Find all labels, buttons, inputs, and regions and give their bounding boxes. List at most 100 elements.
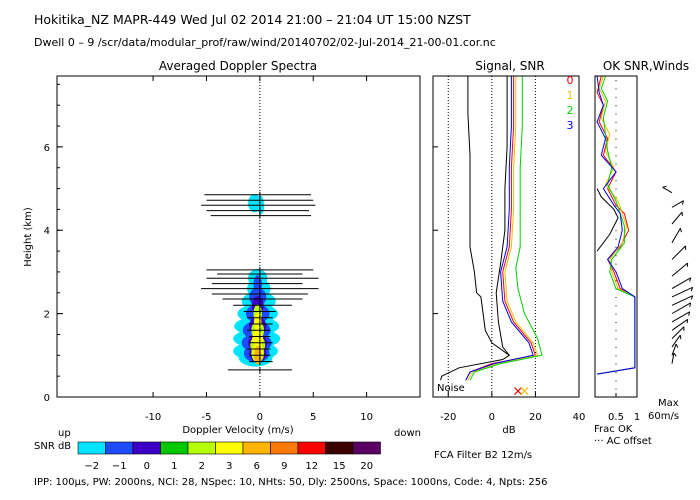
wind-barb-1	[671, 200, 684, 208]
signal-marker-0: ×	[512, 384, 524, 400]
spectra-xlabel: Doppler Velocity (m/s)	[182, 425, 293, 436]
colorbar-swatch-10	[352, 441, 381, 455]
colorbar-swatch-3	[160, 441, 189, 455]
spectra-xtick-label-1: -5	[201, 412, 211, 423]
colorbar-tick-label-6: 6	[254, 461, 260, 472]
spectra-down-label: down	[394, 428, 421, 439]
colorbar-swatch-6	[242, 441, 271, 455]
spectra-xtick-label-0: -10	[145, 412, 161, 423]
beam-label-0: 0	[567, 74, 574, 87]
colorbar-tick-label-10: 20	[360, 461, 373, 472]
wind-barb-0	[662, 186, 673, 194]
max-label: Max	[658, 398, 679, 409]
wind-barb-3	[671, 227, 681, 244]
spectra-blob-8	[248, 193, 261, 213]
wind-barb-11	[671, 318, 689, 331]
wind-barb-6	[671, 277, 691, 290]
wind-barb-9	[671, 302, 691, 315]
frac-ok-label: Frac OK	[594, 424, 633, 435]
wind-barb-head-15	[673, 352, 677, 357]
signal-xtick-label-0: -20	[440, 412, 456, 423]
spectra-frame	[56, 75, 421, 398]
wind-barb-head-9	[689, 302, 692, 307]
spectra-xtick-label-2: 0	[257, 412, 263, 423]
wind-barb-4	[671, 245, 686, 260]
spectra-title: Averaged Doppler Spectra	[159, 59, 317, 73]
wind-barb-head-6	[689, 277, 692, 282]
header-line-2: Dwell 0 – 9 /scr/data/modular_prof/raw/w…	[34, 36, 496, 49]
wind-barb-7	[671, 286, 693, 298]
spectra-xtick-label-4: 10	[360, 412, 373, 423]
colorbar-swatch-4	[187, 441, 216, 455]
signal-title: Signal, SNR	[475, 59, 544, 73]
beam-label-2: 2	[567, 104, 574, 117]
wind-barb-head-10	[688, 311, 691, 316]
wind-barb-head-0	[662, 185, 667, 188]
signal-frame	[432, 75, 580, 398]
wind-barb-14	[671, 343, 677, 356]
signal-series-0	[465, 76, 537, 381]
filter-label: FCA Filter B2 12m/s	[434, 450, 532, 461]
signal-xtick-label-1: 0	[489, 412, 495, 423]
signal-series-3	[465, 76, 534, 381]
spectra-up-label: up	[58, 428, 71, 439]
signal-xtick-label-2: 20	[529, 412, 542, 423]
colorbar-tick-label-4: 2	[199, 461, 205, 472]
ok-xtick-label-0: 0.5	[608, 412, 624, 423]
colorbar-swatch-1	[105, 441, 134, 455]
colorbar-tick-label-8: 12	[305, 461, 318, 472]
colorbar-tick-label-3: 1	[171, 461, 177, 472]
ok-title: OK SNR,Winds	[603, 59, 689, 73]
wind-barb-head-8	[690, 295, 694, 300]
footer-params: IPP: 100μs, PW: 2000ns, NCI: 28, NSpec: …	[34, 477, 547, 488]
wind-barb-head-13	[679, 335, 682, 340]
colorbar-swatch-2	[132, 441, 161, 455]
wind-barb-head-1	[681, 200, 684, 205]
colorbar-tick-label-1: −1	[112, 461, 127, 472]
wind-barb-13	[671, 334, 681, 348]
signal-series-black2	[495, 76, 510, 356]
colorbar-tick-label-7: 9	[281, 461, 287, 472]
ok-series-okfrac	[596, 188, 619, 252]
wind-barb-10	[671, 311, 690, 323]
signal-xlabel: dB	[502, 425, 515, 436]
beam-label-1: 1	[567, 89, 574, 102]
wind-barb-head-14	[675, 343, 679, 348]
wind-barb-2	[671, 211, 683, 225]
ac-offset-label: ··· AC offset	[594, 436, 652, 447]
colorbar-tick-label-2: 0	[144, 461, 150, 472]
colorbar-tick-label-0: −2	[84, 461, 99, 472]
colorbar-swatch-0	[77, 441, 106, 455]
wind-barb-5	[671, 262, 688, 277]
spectra-ytick-label-3: 6	[44, 143, 50, 154]
ok-series-beam1	[597, 75, 636, 375]
wind-barb-head-3	[679, 228, 682, 233]
spectra-ylabel: Height (km)	[23, 207, 34, 267]
colorbar-swatch-7	[270, 441, 299, 455]
header-line-1: Hokitika_NZ MAPR-449 Wed Jul 02 2014 21:…	[34, 12, 471, 27]
signal-series-2	[469, 76, 543, 381]
spectra-ytick-label-2: 4	[44, 226, 50, 237]
signal-marker-1: ×	[519, 384, 531, 400]
wind-barb-12	[671, 326, 685, 339]
spectra-ytick-label-1: 2	[44, 310, 50, 321]
max-value: 60m/s	[648, 411, 679, 422]
colorbar-label: SNR dB	[34, 441, 71, 452]
wind-barb-8	[671, 295, 693, 306]
colorbar-tick-label-5: 3	[226, 461, 232, 472]
colorbar-swatch-5	[215, 441, 244, 455]
spectra-ytick-label-0: 0	[44, 393, 50, 404]
ok-series-beam3	[596, 75, 636, 375]
ok-series-beam2	[597, 75, 636, 375]
signal-xtick-label-3: 40	[573, 412, 586, 423]
spectra-xtick-label-3: 5	[310, 412, 316, 423]
wind-barb-head-7	[690, 287, 694, 292]
colorbar-swatch-8	[297, 441, 326, 455]
ok-frame	[594, 75, 638, 398]
signal-series-noise	[440, 76, 511, 381]
wind-barb-15	[671, 352, 675, 364]
wind-barb-head-11	[686, 319, 689, 324]
colorbar-tick-label-9: 15	[333, 461, 346, 472]
ok-series-beam0	[596, 75, 636, 375]
ok-xtick-label-1: 1	[634, 412, 640, 423]
